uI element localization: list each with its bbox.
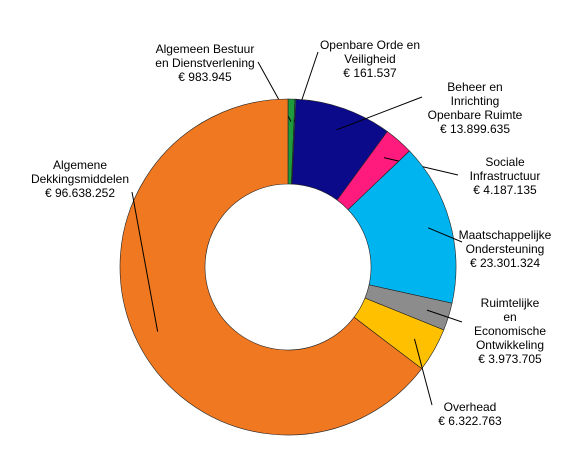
- category-name: Algemene Dekkingsmiddelen: [30, 158, 130, 186]
- value-label: € 13.899.635: [439, 122, 511, 136]
- category-name: Algemeen Bestuur en Dienstverlening: [155, 42, 255, 70]
- slice: [347, 150, 457, 304]
- slice-label: Maatschappelijke Ondersteuning € 23.301.3…: [459, 228, 552, 270]
- category-name: Overhead: [443, 400, 497, 414]
- slice-label: Algemene Dekkingsmiddelen € 96.638.252: [31, 158, 129, 200]
- leader-line: [413, 338, 433, 406]
- category-name: Sociale Infrastructuur: [469, 155, 541, 183]
- leader-line: [336, 96, 423, 131]
- category-name: Beheer en Inrichting Openbare Ruimte: [427, 80, 523, 122]
- value-label: € 23.301.324: [469, 256, 541, 270]
- value-label: € 6.322.763: [438, 414, 502, 428]
- slice-label: Openbare Orde en Veiligheid € 161.537: [320, 38, 420, 80]
- slice: [119, 98, 423, 436]
- slice-label: Beheer en Inrichting Openbare Ruimte € 13…: [425, 80, 526, 136]
- category-name: Maatschappelijke Ondersteuning: [458, 228, 552, 256]
- slice-label: Sociale Infrastructuur € 4.187.135: [470, 155, 541, 197]
- leader-line: [427, 227, 463, 243]
- leader-line: [426, 309, 463, 323]
- value-label: € 3.973.705: [478, 352, 542, 366]
- slice-label: Algemeen Bestuur en Dienstverlening € 983…: [155, 42, 254, 84]
- category-name: Openbare Orde en Veiligheid: [319, 38, 421, 66]
- slice-label: Overhead € 6.322.763: [438, 400, 501, 428]
- value-label: € 4.187.135: [473, 183, 537, 197]
- value-label: € 983.945: [178, 70, 232, 84]
- category-name: Ruimtelijke en Economische Ontwikkeling: [473, 296, 547, 352]
- value-label: € 161.537: [343, 66, 397, 80]
- slice-label: Ruimtelijke en Economische Ontwikkeling €…: [474, 296, 546, 366]
- leader-line: [131, 191, 159, 332]
- value-label: € 96.638.252: [44, 186, 116, 200]
